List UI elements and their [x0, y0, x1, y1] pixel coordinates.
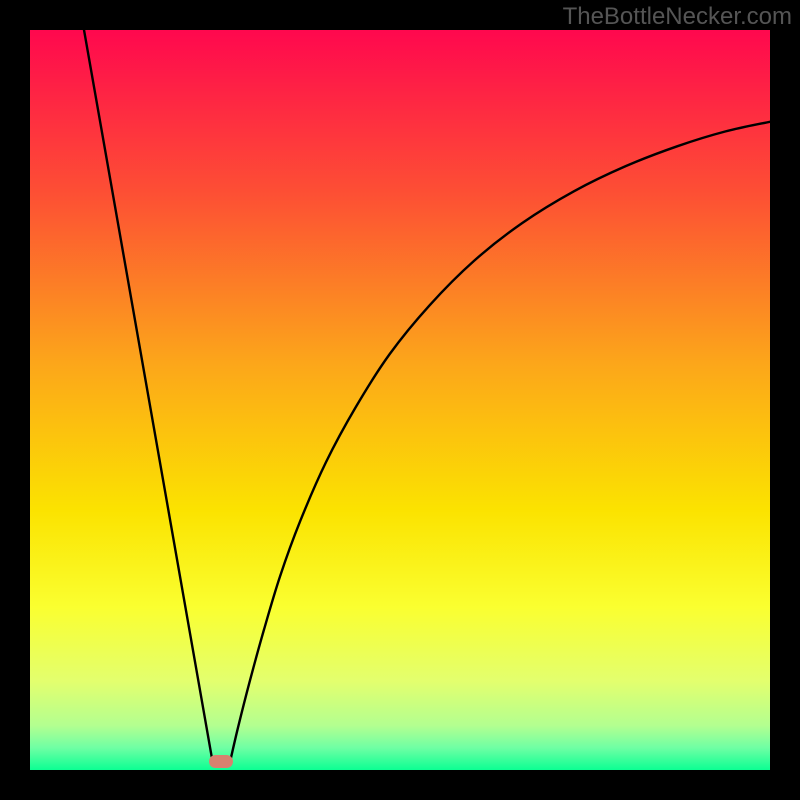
curve-svg [30, 30, 770, 770]
watermark-text: TheBottleNecker.com [563, 3, 792, 31]
marker-pill [209, 755, 233, 768]
bottleneck-curve [84, 30, 770, 763]
chart-container: TheBottleNecker.com [0, 0, 800, 800]
plot-area [30, 30, 770, 770]
